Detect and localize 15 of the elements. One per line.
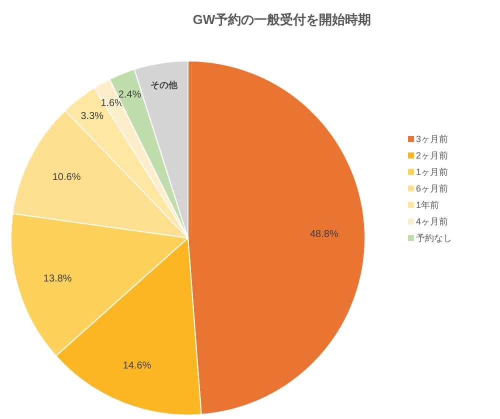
data-label: 14.6% [122, 360, 152, 372]
legend-label: 4ヶ月前 [416, 216, 448, 226]
legend-label: 予約なし [416, 233, 452, 243]
legend-label: 3ヶ月前 [416, 134, 448, 144]
legend-label: 1ヶ月前 [416, 167, 448, 177]
data-label: 2.4% [118, 90, 142, 101]
data-label: 13.8% [43, 274, 72, 285]
legend-label: 6ヶ月前 [416, 184, 448, 194]
data-label: 10.6% [52, 172, 81, 184]
legend-label: 1年前 [416, 200, 440, 210]
legend-label: 2ヶ月前 [416, 150, 448, 160]
data-label: 48.8% [310, 228, 338, 240]
data-label: 3.3% [80, 111, 104, 122]
data-label: その他 [150, 80, 179, 90]
chart-title: GW予約の一般受付を開始時期 [192, 12, 372, 27]
